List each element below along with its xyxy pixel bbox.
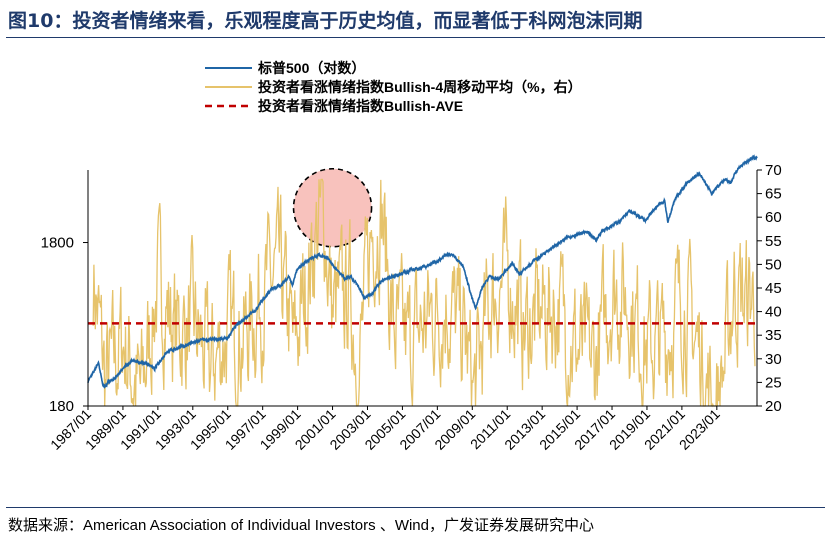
right-tick-label: 50 xyxy=(765,256,782,273)
right-tick-label: 40 xyxy=(765,304,782,321)
source-rule xyxy=(6,507,825,508)
right-tick-label: 55 xyxy=(765,233,782,250)
legend-label: 标普500（对数） xyxy=(257,60,365,76)
plot-area xyxy=(87,154,758,408)
legend-label: 投资者看涨情绪指数Bullish-4周移动平均（%，右） xyxy=(258,79,582,95)
chart: 标普500（对数） 投资者看涨情绪指数Bullish-4周移动平均（%，右） 投资者… xyxy=(41,60,782,453)
figure-title: 图10：投资者情绪来看，乐观程度高于历史均值，而显著低于科网泡沫同期 xyxy=(8,10,643,32)
right-tick-label: 20 xyxy=(765,398,782,415)
right-tick-label: 30 xyxy=(765,351,782,368)
title-rule xyxy=(6,37,825,38)
left-tick-label: 180 xyxy=(49,398,74,415)
legend: 标普500（对数） 投资者看涨情绪指数Bullish-4周移动平均（%，右） 投资者… xyxy=(205,60,582,114)
annotation-circle xyxy=(292,167,373,248)
right-tick-label: 25 xyxy=(765,374,782,391)
right-tick-label: 45 xyxy=(765,280,782,297)
left-tick-label: 1800 xyxy=(41,235,74,252)
legend-label: 投资者看涨情绪指数Bullish-AVE xyxy=(258,98,463,114)
right-tick-label: 70 xyxy=(765,162,782,179)
series-sp500-log xyxy=(87,154,758,390)
right-tick-label: 65 xyxy=(765,186,782,203)
right-tick-label: 60 xyxy=(765,209,782,226)
right-tick-label: 35 xyxy=(765,327,782,344)
annotation-layer xyxy=(292,167,373,248)
series-bullish-4wk-ma xyxy=(92,178,756,408)
source-note: 数据来源：American Association of Individual … xyxy=(8,517,594,534)
